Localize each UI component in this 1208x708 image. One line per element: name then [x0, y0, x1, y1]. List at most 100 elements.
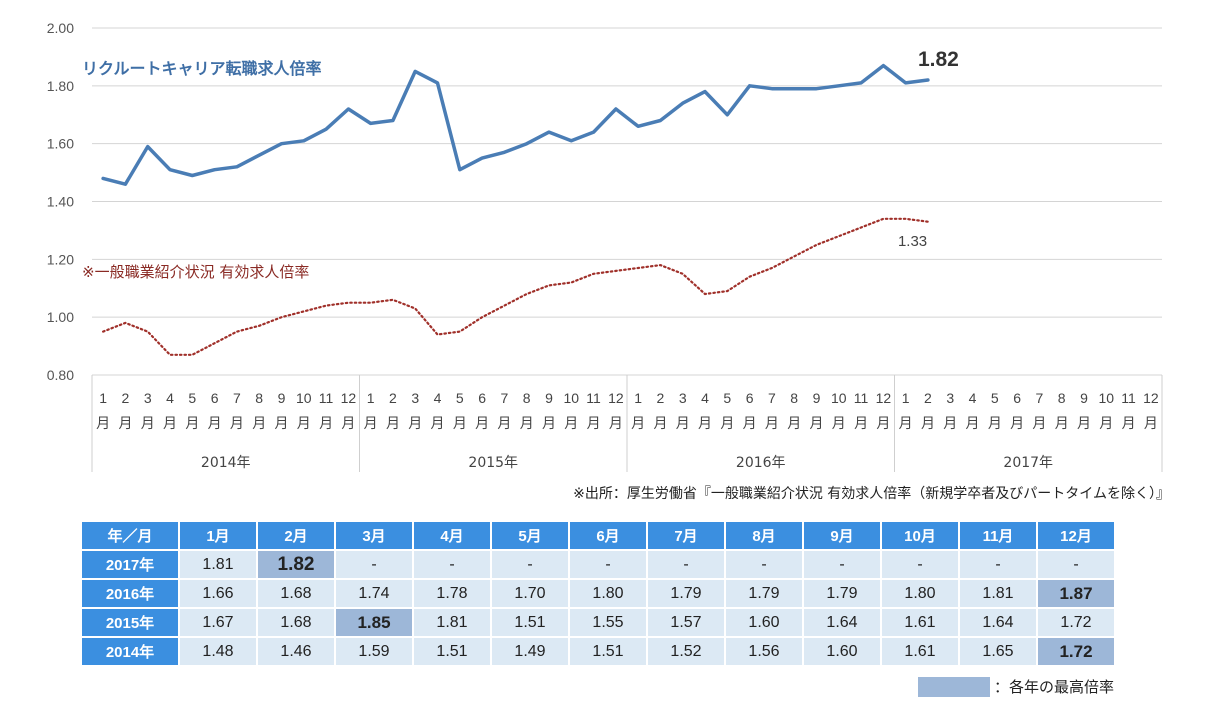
- table-month-header: 11月: [960, 522, 1036, 549]
- x-month-char: 月: [1010, 416, 1024, 432]
- x-month-char: 月: [96, 416, 110, 432]
- table-row: 2017年 1.81 1.82- - - - - - - - - -: [82, 551, 1114, 578]
- x-year-label: 2014年: [201, 455, 251, 471]
- x-month-number: 5: [723, 390, 731, 406]
- x-month-number: 3: [946, 390, 954, 406]
- x-month-number: 11: [586, 390, 601, 406]
- table-row: 2014年 1.48 1.46 1.59 1.51 1.49 1.51 1.52 1.56 1.6…: [82, 638, 1114, 665]
- table-corner-header: 年／月: [82, 522, 178, 549]
- legend-label: ：各年の最高倍率: [994, 678, 1115, 696]
- y-tick-label: 1.40: [47, 194, 74, 210]
- x-month-number: 4: [969, 390, 977, 406]
- table-cell: 1.70: [492, 580, 568, 607]
- table-cell: -: [1038, 551, 1114, 578]
- series-line-mhlw: [101, 217, 930, 356]
- table-cell: 1.74: [336, 580, 412, 607]
- x-month-char: 月: [1055, 416, 1069, 432]
- x-month-number: 1: [367, 390, 375, 406]
- table-cell: -: [492, 551, 568, 578]
- x-month-number: 3: [144, 390, 152, 406]
- table-cell: 1.78: [414, 580, 490, 607]
- x-month-char: 月: [297, 416, 311, 432]
- x-month-number: 8: [790, 390, 798, 406]
- table-row: 2015年 1.67 1.68 1.85 1.81 1.51 1.55 1.57 1.60 1.6…: [82, 609, 1114, 636]
- x-month-char: 月: [386, 416, 400, 432]
- x-month-number: 2: [657, 390, 665, 406]
- x-month-char: 月: [943, 416, 957, 432]
- x-month-char: 月: [809, 416, 823, 432]
- x-month-number: 10: [831, 390, 847, 406]
- x-month-char: 月: [631, 416, 645, 432]
- x-month-char: 月: [854, 416, 868, 432]
- y-tick-label: 1.80: [47, 78, 74, 94]
- y-tick-label: 1.20: [47, 251, 74, 267]
- end-value-label-recruit: 1.82: [918, 48, 959, 71]
- x-month-number: 6: [1013, 390, 1021, 406]
- x-month-number: 12: [608, 390, 624, 406]
- x-month-number: 11: [854, 390, 869, 406]
- table-cell: -: [648, 551, 724, 578]
- table-cell: 1.60: [726, 609, 802, 636]
- table-cell: 1.61: [882, 638, 958, 665]
- y-tick-label: 0.80: [47, 367, 74, 383]
- x-month-number: 5: [188, 390, 196, 406]
- table-month-header: 10月: [882, 522, 958, 549]
- table-cell: -: [960, 551, 1036, 578]
- x-month-char: 月: [497, 416, 511, 432]
- table-cell: -: [570, 551, 646, 578]
- table-cell: 1.57: [648, 609, 724, 636]
- x-month-number: 5: [456, 390, 464, 406]
- x-month-number: 7: [1035, 390, 1043, 406]
- x-month-char: 月: [787, 416, 801, 432]
- x-month-number: 9: [278, 390, 286, 406]
- x-month-char: 月: [475, 416, 489, 432]
- x-month-char: 月: [653, 416, 667, 432]
- x-month-char: 月: [899, 416, 913, 432]
- table-cell: -: [336, 551, 412, 578]
- x-month-number: 10: [296, 390, 312, 406]
- table-cell: 1.65: [960, 638, 1036, 665]
- table-cell: 1.72: [1038, 638, 1114, 665]
- x-month-char: 月: [274, 416, 288, 432]
- y-tick-label: 1.60: [47, 136, 74, 152]
- x-month-number: 2: [389, 390, 397, 406]
- x-month-number: 6: [746, 390, 754, 406]
- x-month-char: 月: [609, 416, 623, 432]
- table-cell: 1.64: [804, 609, 880, 636]
- table-cell: 1.51: [492, 609, 568, 636]
- x-year-label: 2016年: [736, 455, 786, 471]
- table-cell: 1.51: [414, 638, 490, 665]
- x-month-number: 10: [1098, 390, 1114, 406]
- table-cell: 1.59: [336, 638, 412, 665]
- table-cell: 1.85: [336, 609, 412, 636]
- rates-table: 年／月 1月 2月 3月 4月 5月 6月 7月 8月 9月 10月 11月 12月 2017年 1.8…: [80, 520, 1116, 667]
- source-note: ※出所：厚生労働省『一般職業紹介状況 有効求人倍率（新規学卒者及びパートタイムを…: [573, 486, 1170, 502]
- table-row: 2016年 1.66 1.68 1.74 1.78 1.70 1.80 1.79 1.79 1.7…: [82, 580, 1114, 607]
- x-month-char: 月: [698, 416, 712, 432]
- x-month-number: 2: [924, 390, 932, 406]
- x-month-char: 月: [743, 416, 757, 432]
- x-month-number: 11: [319, 390, 334, 406]
- x-month-number: 1: [902, 390, 910, 406]
- table-cell: 1.51: [570, 638, 646, 665]
- x-month-char: 月: [542, 416, 556, 432]
- y-tick-label: 1.00: [47, 309, 74, 325]
- x-month-char: 月: [319, 416, 333, 432]
- table-cell: 1.66: [180, 580, 256, 607]
- table-cell: 1.81: [414, 609, 490, 636]
- table-month-header: 2月: [258, 522, 334, 549]
- x-month-char: 月: [921, 416, 935, 432]
- x-month-char: 月: [208, 416, 222, 432]
- table-month-header: 1月: [180, 522, 256, 549]
- table-cell: 1.60: [804, 638, 880, 665]
- x-month-char: 月: [364, 416, 378, 432]
- x-month-number: 9: [545, 390, 553, 406]
- x-month-number: 4: [434, 390, 442, 406]
- x-month-char: 月: [564, 416, 578, 432]
- x-year-label: 2017年: [1003, 455, 1053, 471]
- x-month-char: 月: [1099, 416, 1113, 432]
- x-month-number: 4: [701, 390, 709, 406]
- table-cell: 1.68: [258, 609, 334, 636]
- table-cell: 1.80: [570, 580, 646, 607]
- table-cell: 1.81: [960, 580, 1036, 607]
